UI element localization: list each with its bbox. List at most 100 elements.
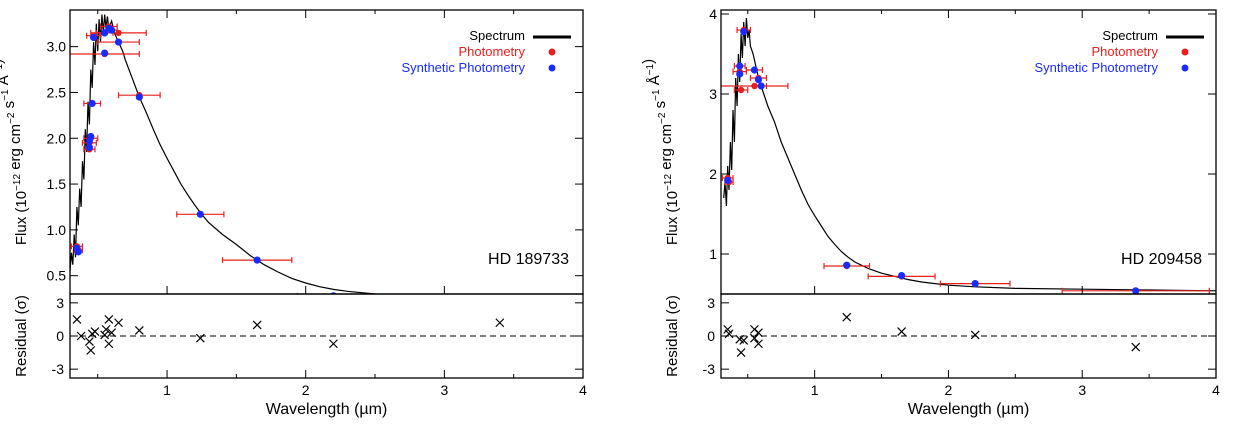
residual-marker — [724, 329, 734, 339]
y-tick-label: 3.0 — [47, 39, 67, 55]
legend-photometry-label: Photometry — [1092, 44, 1159, 59]
y-tick-label: 2.0 — [47, 130, 67, 146]
synthetic-point — [757, 82, 765, 90]
flux-axis-label-superscript: −1 — [0, 63, 5, 75]
star-label: HD 189733 — [488, 251, 569, 268]
x-tick-label: 1 — [811, 382, 819, 398]
synthetic-point — [971, 280, 979, 288]
x-tick-label: 4 — [579, 382, 587, 398]
residual-marker — [739, 335, 749, 345]
x-tick-label: 1 — [163, 382, 171, 398]
residual-marker — [100, 330, 110, 340]
synthetic-point — [114, 38, 123, 46]
flux-axis-label-part: s — [1, 101, 18, 113]
flux-axis-label-part: Å — [646, 75, 663, 89]
flux-axis-label-part: erg cm — [7, 124, 24, 174]
star-label: HD 209458 — [1121, 251, 1202, 268]
y-tick-label: 2.5 — [47, 84, 67, 100]
residual-tick-label: 0 — [56, 328, 64, 344]
legend-spectrum-label: Spectrum — [1102, 28, 1158, 43]
synthetic-point — [196, 210, 204, 218]
residual-tick-label: 3 — [707, 295, 715, 311]
flux-axis-label-superscript: −2 — [6, 112, 17, 124]
flux-axis-label: Flux (10−12 erg cm−2 s−1 Å−1) — [640, 59, 681, 245]
residual-marker — [842, 312, 852, 322]
synthetic-point — [1132, 287, 1140, 294]
y-tick-label: 4 — [709, 6, 717, 22]
synthetic-point — [843, 261, 851, 269]
residual-series — [723, 312, 1141, 358]
legend-photometry-swatch — [548, 48, 556, 56]
residual-tick-label: -3 — [52, 361, 65, 377]
legend-spectrum-label: Spectrum — [469, 28, 525, 43]
residual-marker — [104, 339, 114, 349]
legend-synthetic-swatch — [1181, 64, 1189, 72]
flux-axis-label-superscript: −12 — [663, 174, 674, 191]
residual-tick-label: 3 — [56, 295, 64, 311]
synthetic-point — [736, 62, 744, 70]
synthetic-point — [898, 272, 906, 280]
y-tick-label: 1 — [709, 246, 717, 262]
synthetic-point — [88, 99, 96, 108]
flux-axis-label-part: s — [652, 101, 669, 113]
synthetic-point — [754, 76, 763, 84]
residual-tick-label: 0 — [707, 328, 715, 344]
residual-marker — [90, 327, 100, 337]
synthetic-point — [330, 292, 337, 294]
residual-axis-label: Residual (σ) — [664, 295, 681, 377]
residual-marker — [76, 331, 86, 341]
synthetic-point — [101, 29, 109, 37]
flux-axis-label-part: erg cm — [658, 124, 675, 174]
synthetic-point — [107, 26, 116, 34]
residual-marker — [1131, 342, 1141, 352]
synthetic-point — [74, 248, 82, 256]
residual-marker — [970, 330, 980, 340]
photometry-point — [497, 314, 503, 320]
legend-synthetic-label: Synthetic Photometry — [1034, 60, 1158, 75]
flux-axis-label-part: Å — [0, 75, 12, 89]
residual-marker — [195, 333, 205, 343]
synthetic-point — [736, 70, 744, 78]
residual-marker — [252, 320, 262, 330]
flux-axis-label-part: ) — [0, 59, 6, 64]
residual-marker — [104, 314, 114, 324]
panel-hd-189733: 1 2 3 4 0.5 1.0 1.5 2.0 2.5 3.0 -3 0 3 HD 189733 Spect… — [0, 9, 587, 418]
residual-marker — [329, 339, 338, 349]
flux-axis-label-superscript: −2 — [657, 112, 668, 124]
synthetic-point — [253, 256, 261, 264]
x-tick-label: 3 — [1078, 382, 1086, 398]
residual-marker — [101, 324, 111, 334]
synthetic-point — [135, 93, 143, 101]
synthetic-point — [740, 28, 748, 36]
x-tick-label: 2 — [302, 382, 310, 398]
flux-axis-label-superscript: −12 — [12, 174, 23, 191]
synthetic-point — [89, 33, 98, 42]
residual-axes-frame — [69, 293, 584, 379]
residual-marker — [72, 314, 82, 324]
residual-marker — [897, 327, 907, 337]
x-tick-label: 2 — [945, 382, 953, 398]
y-tick-label: 1.0 — [47, 222, 67, 238]
spectrum-line — [70, 14, 382, 294]
residual-marker — [84, 337, 94, 346]
residual-marker — [495, 318, 505, 328]
x-tick-label: 4 — [1212, 382, 1220, 398]
y-tick-label: 0.5 — [47, 268, 67, 284]
legend-synthetic-label: Synthetic Photometry — [401, 60, 525, 75]
legend-photometry-swatch — [1181, 48, 1189, 56]
synthetic-point — [85, 143, 94, 152]
photometry-point — [115, 29, 122, 37]
x-axis-label: Wavelength (µm) — [266, 401, 388, 418]
flux-axis-label: Flux (10−12 erg cm−2 s−1 Å−1) — [0, 59, 30, 245]
flux-axis-label-part: Flux (10 — [664, 191, 681, 245]
flux-axis-label-superscript: −1 — [651, 89, 662, 101]
y-tick-label: 2 — [709, 166, 717, 182]
residual-marker — [86, 345, 96, 355]
y-tick-label: 1.5 — [47, 176, 67, 192]
residual-marker — [754, 328, 763, 338]
synthetic-point — [750, 66, 759, 74]
flux-axis-label-superscript: −1 — [0, 89, 11, 101]
x-tick-label: 3 — [440, 382, 448, 398]
residual-axis-label: Residual (σ) — [13, 295, 30, 377]
